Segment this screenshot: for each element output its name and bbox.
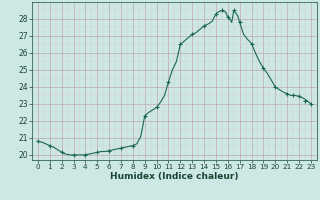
X-axis label: Humidex (Indice chaleur): Humidex (Indice chaleur) [110,172,239,181]
